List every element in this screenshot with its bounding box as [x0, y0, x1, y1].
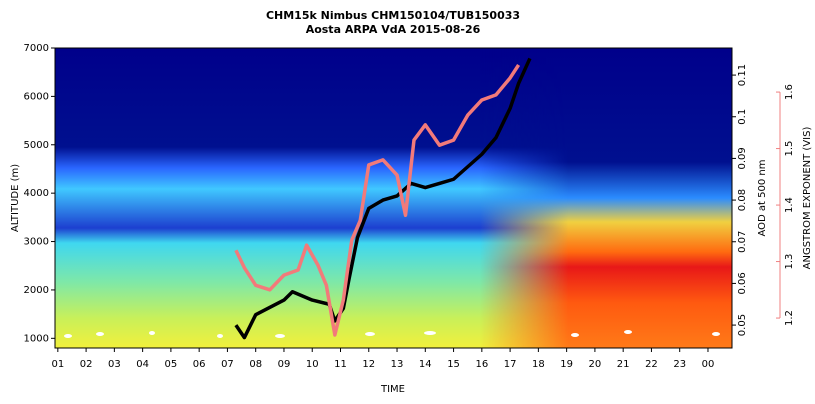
- x-tick-label: 03: [108, 359, 121, 370]
- x-tick-label: 12: [362, 359, 375, 370]
- y3-tick-label: 1.3: [784, 254, 795, 270]
- x-tick-label: 20: [589, 359, 602, 370]
- y2-axis-label: AOD at 500 nm: [757, 160, 768, 237]
- x-tick-label: 01: [51, 359, 64, 370]
- x-tick-label: 05: [165, 359, 178, 370]
- series-line: [234, 63, 521, 337]
- x-tick-label: 08: [249, 359, 262, 370]
- y-axis-label: ALTITUDE (m): [10, 164, 21, 232]
- x-tick-label: 07: [221, 359, 234, 370]
- y-tick-label: 7000: [24, 43, 49, 54]
- x-tick-label: 18: [532, 359, 545, 370]
- y3-tick-label: 1.4: [784, 197, 795, 213]
- y2-tick-label: 0.11: [737, 64, 748, 86]
- y-tick-label: 6000: [24, 91, 49, 102]
- x-tick-label: 00: [702, 359, 715, 370]
- y2-tick-label: 0.08: [737, 189, 748, 211]
- y-tick-label: 5000: [24, 140, 49, 151]
- x-tick-label: 04: [136, 359, 149, 370]
- x-tick-label: 10: [306, 359, 319, 370]
- x-tick-label: 15: [447, 359, 460, 370]
- y-tick-label: 2000: [24, 285, 49, 296]
- series-line: [234, 57, 532, 340]
- x-tick-label: 22: [645, 359, 658, 370]
- y3-tick-label: 1.5: [784, 141, 795, 157]
- y2-tick-label: 0.09: [737, 147, 748, 169]
- x-tick-label: 02: [80, 359, 93, 370]
- x-tick-label: 11: [334, 359, 347, 370]
- y2-tick-label: 0.1: [737, 109, 748, 125]
- x-tick-label: 09: [278, 359, 291, 370]
- x-tick-label: 21: [617, 359, 630, 370]
- plot-frame: [54, 47, 733, 349]
- y3-axis-label: ANGSTROM EXPONENT (VIS): [802, 127, 813, 270]
- backscatter-right: [480, 48, 732, 348]
- x-tick-label: 19: [560, 359, 573, 370]
- y3-tick-label: 1.2: [784, 310, 795, 326]
- x-tick-label: 16: [475, 359, 488, 370]
- y2-tick-label: 0.06: [737, 272, 748, 294]
- cloud-markers: [64, 330, 720, 338]
- y2-tick-label: 0.05: [737, 314, 748, 336]
- y-tick-label: 3000: [24, 237, 49, 248]
- y-tick-label: 1000: [24, 333, 49, 344]
- chart-subtitle: Aosta ARPA VdA 2015-08-26: [306, 23, 481, 36]
- y-tick-label: 4000: [24, 188, 49, 199]
- x-tick-label: 13: [391, 359, 404, 370]
- x-tick-label: 14: [419, 359, 432, 370]
- x-tick-label: 06: [193, 359, 206, 370]
- x-axis-label: TIME: [380, 384, 405, 395]
- y2-tick-label: 0.07: [737, 231, 748, 253]
- x-tick-label: 23: [673, 359, 686, 370]
- chart-title: CHM15k Nimbus CHM150104/TUB150033: [266, 9, 520, 22]
- y3-tick-label: 1.6: [784, 84, 795, 100]
- x-tick-label: 17: [504, 359, 517, 370]
